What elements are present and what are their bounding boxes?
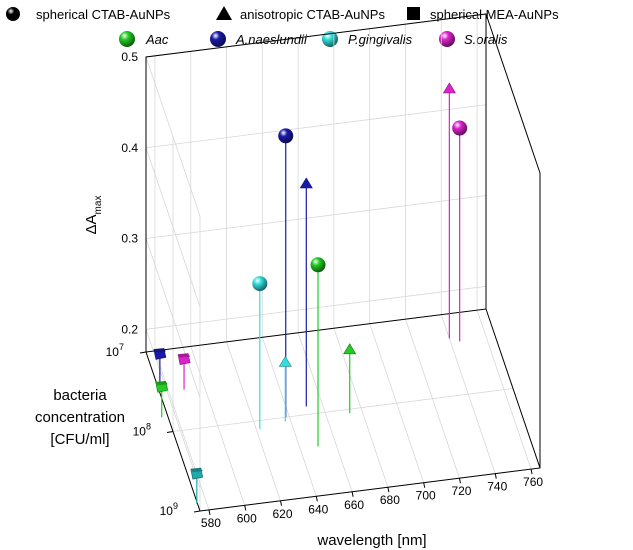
y-tick-label: 107 <box>106 342 124 359</box>
triangle-marker <box>343 343 357 355</box>
legend-bacteria-entry: S.oralis <box>439 31 508 47</box>
z-tick-label: 0.5 <box>121 50 138 64</box>
y-tick-label: 109 <box>160 501 178 518</box>
z-tick-label: 0.2 <box>121 322 138 336</box>
sphere-marker <box>252 276 268 292</box>
x-tick-label: 720 <box>451 484 471 498</box>
x-tick-label: 740 <box>487 480 507 494</box>
right-top-edge <box>485 13 541 174</box>
x-tick-mark <box>244 505 247 511</box>
z-axis-title: ΔAmax <box>83 196 104 235</box>
y-tick-mark <box>139 351 147 354</box>
legend-bacteria-entry: Aac <box>119 31 169 47</box>
x-tick-mark <box>387 487 390 493</box>
legend-bacteria-entry: A.naeslundii <box>210 31 308 47</box>
sphere-icon <box>6 7 20 21</box>
legend: spherical CTAB-AuNPs anisotropic CTAB-AuN… <box>6 6 559 47</box>
z-tick-label: 0.3 <box>121 232 138 246</box>
triangle-marker <box>278 355 292 367</box>
y-tick-exponent: 7 <box>119 342 124 352</box>
gridline-y-floor <box>172 388 514 432</box>
x-tick-label: 600 <box>237 511 257 525</box>
data-point-a-naeslundii-square <box>153 348 167 385</box>
data-point-s-oralis-square <box>177 353 191 390</box>
square-icon <box>407 7 420 20</box>
z-tick-label: 0.4 <box>121 141 138 155</box>
x-tick-mark <box>423 482 426 488</box>
cube-marker-top <box>153 348 166 353</box>
y-axis-title-line: bacteria <box>53 387 107 404</box>
cube-marker-top <box>190 468 203 473</box>
x-tick-label: 700 <box>416 489 436 503</box>
x-tick-label: 620 <box>273 507 293 521</box>
y-axis-title-line: [CFU/ml] <box>50 431 109 448</box>
back-wall-frame <box>145 13 487 352</box>
y-tick-mark <box>166 431 174 433</box>
data-point-aac-triangle <box>343 343 357 414</box>
legend-bacteria-label: Aac <box>145 32 169 47</box>
legend-shape-triangle: anisotropic CTAB-AuNPs <box>216 6 385 22</box>
sphere-icon <box>119 31 135 47</box>
legend-shape-square: spherical MEA-AuNPs <box>407 7 559 22</box>
x-axis-title: wavelength [nm] <box>316 532 426 549</box>
x-tick-label: 680 <box>380 493 400 507</box>
sphere-icon <box>210 31 226 47</box>
y-tick-label: 108 <box>133 422 151 439</box>
sphere-marker <box>278 128 294 144</box>
x-tick-mark <box>351 491 354 497</box>
data-point-a-naeslundii-triangle <box>299 177 313 407</box>
legend-shape-sphere: spherical CTAB-AuNPs <box>6 7 171 22</box>
gridline-z-back <box>145 285 487 330</box>
x-tick-label: 580 <box>201 516 221 530</box>
x-tick-mark <box>494 473 497 479</box>
y-tick-exponent: 9 <box>173 501 178 511</box>
gridline-z-back <box>145 195 487 239</box>
sphere-marker <box>452 120 468 136</box>
z-axis-title-subscript: max <box>93 196 104 215</box>
x-tick-label: 660 <box>344 498 364 512</box>
data-point-aac-square <box>155 380 169 418</box>
legend-bacteria-label: P.gingivalis <box>348 32 413 47</box>
triangle-marker <box>299 177 313 189</box>
x-tick-label: 760 <box>523 475 543 489</box>
legend-shape-label: spherical CTAB-AuNPs <box>36 7 171 22</box>
x-tick-mark <box>280 500 283 506</box>
sphere-marker <box>310 257 326 273</box>
data-point-p-gingivalis-sphere <box>252 276 268 429</box>
data-points <box>153 82 468 505</box>
legend-shape-label: anisotropic CTAB-AuNPs <box>240 7 385 22</box>
data-point-p-gingivalis-square <box>190 467 204 505</box>
legend-shape-label: spherical MEA-AuNPs <box>430 7 559 22</box>
gridline-z-back <box>145 104 487 149</box>
axes-frame <box>145 13 541 512</box>
x-tick-mark <box>208 509 211 515</box>
axis-titles: wavelength [nm] bacteria concentration [CFU… <box>35 196 427 549</box>
triangle-icon <box>216 6 232 20</box>
data-point-p-gingivalis-triangle <box>278 355 292 422</box>
y-tick-mark <box>193 510 201 513</box>
y-axis-title-line: concentration <box>35 409 125 426</box>
x-tick-mark <box>458 478 461 484</box>
data-point-s-oralis-triangle <box>442 82 456 339</box>
tick-labels: 580 600 620 640 660 680 700 720 740 760 107 108 109 0… <box>106 50 544 530</box>
x-tick-label: 640 <box>308 502 328 516</box>
gridlines <box>145 13 541 512</box>
cube-marker-top <box>178 353 191 358</box>
data-point-s-oralis-sphere <box>452 120 468 342</box>
data-point-aac-sphere <box>310 257 326 447</box>
y-tick-exponent: 8 <box>146 422 151 432</box>
sphere-icon <box>439 31 455 47</box>
x-tick-mark <box>315 496 318 502</box>
triangle-marker <box>442 82 456 94</box>
x-tick-mark <box>530 469 533 475</box>
cube-marker-top <box>155 381 168 386</box>
